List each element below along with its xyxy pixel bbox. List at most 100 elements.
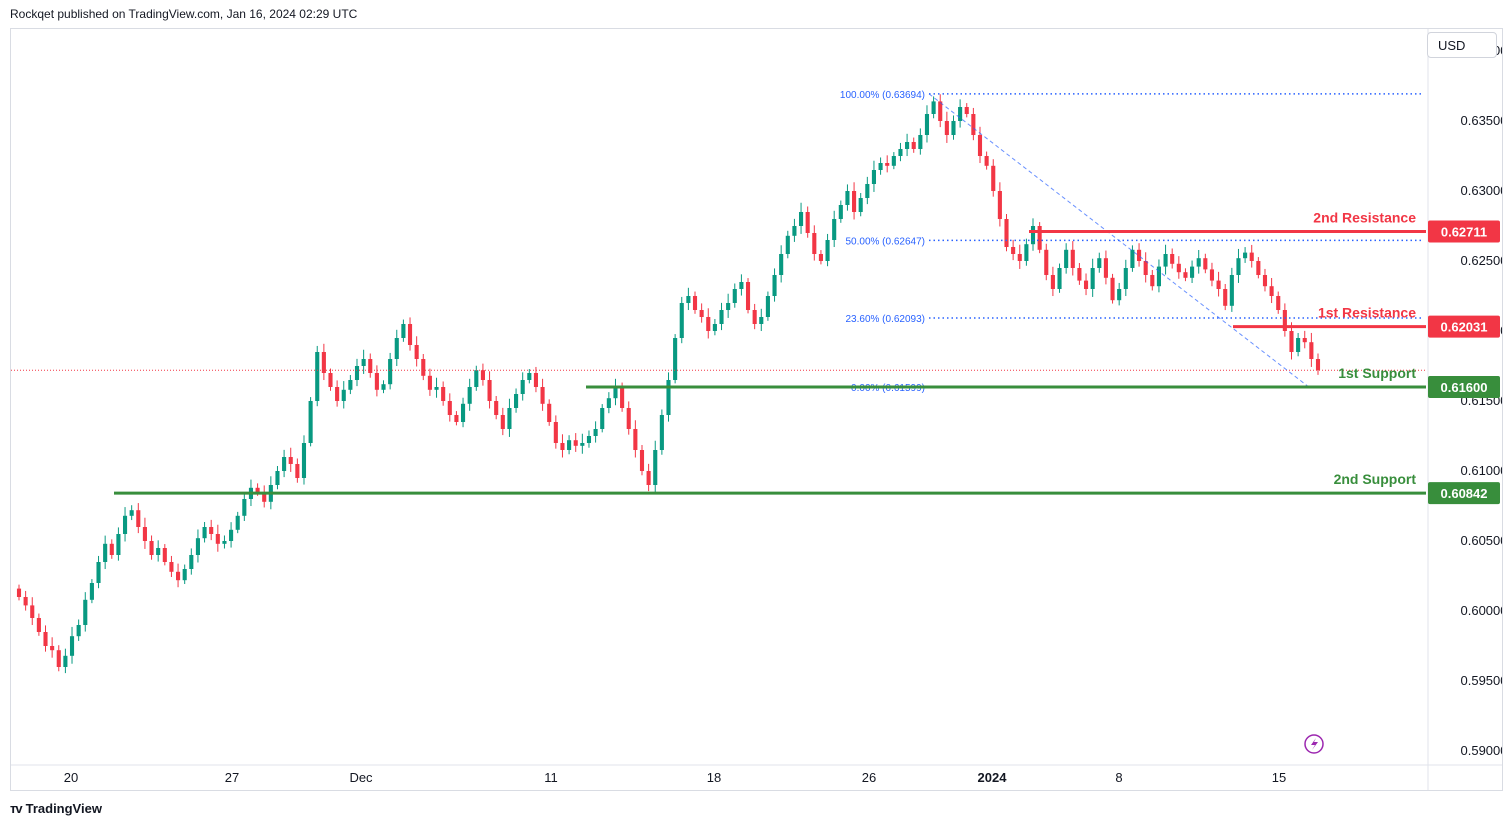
candle-body <box>1004 219 1009 247</box>
candle-body <box>1289 331 1294 352</box>
candle-body <box>315 352 320 401</box>
candle-body <box>30 605 35 618</box>
candlestick-chart[interactable]: 0.640000.635000.630000.625000.620000.615… <box>11 29 1502 790</box>
candle-body <box>394 338 399 359</box>
candle-body <box>865 184 870 198</box>
candle-body <box>540 387 545 404</box>
candle-body <box>103 543 108 562</box>
candle-body <box>441 387 446 401</box>
candle-body <box>845 191 850 205</box>
candle-body <box>586 436 592 443</box>
candle-body <box>454 415 459 422</box>
candle-body <box>209 527 214 534</box>
candle-body <box>1156 266 1161 287</box>
candle-body <box>1137 249 1142 261</box>
candle-body <box>1037 226 1042 250</box>
brand-name: TradingView <box>25 801 102 816</box>
candle-body <box>288 457 293 464</box>
candle-body <box>944 121 949 135</box>
candle-body <box>176 571 181 581</box>
candle-body <box>1011 247 1016 254</box>
time-tick-label: 2024 <box>978 770 1008 785</box>
candle-body <box>129 510 134 516</box>
price-badge-label: 0.61600 <box>1441 380 1488 395</box>
chart-panel[interactable]: 0.640000.635000.630000.625000.620000.615… <box>10 28 1503 791</box>
fib-level-label: 50.00% (0.62647) <box>845 236 925 247</box>
currency-selector[interactable]: USD <box>1427 32 1497 58</box>
candle-body <box>964 107 969 114</box>
candle-body <box>89 583 94 600</box>
candle-body <box>633 429 638 450</box>
candle-body <box>878 163 883 170</box>
candle-body <box>692 296 698 310</box>
candle-body <box>1123 268 1128 289</box>
candle-body <box>434 387 439 390</box>
candle-body <box>142 527 147 541</box>
candle-body <box>1236 258 1241 275</box>
candle-body <box>852 191 857 212</box>
candle-body <box>162 548 167 562</box>
candle-body <box>1024 244 1029 261</box>
candle-body <box>1050 275 1055 289</box>
candle-body <box>136 510 141 527</box>
candle-body <box>308 401 313 443</box>
candle-body <box>1203 258 1208 270</box>
candle-body <box>109 543 114 555</box>
candle-body <box>474 370 479 387</box>
candle-body <box>639 450 645 471</box>
candle-body <box>977 135 983 156</box>
candle-body <box>149 541 154 555</box>
candle-body <box>447 401 452 415</box>
time-tick-label: 8 <box>1115 770 1122 785</box>
candle-body <box>798 212 804 226</box>
candle-body <box>1150 275 1155 287</box>
candle-body <box>686 296 691 303</box>
candle-body <box>659 415 664 450</box>
candle-body <box>69 636 75 656</box>
candle-body <box>871 170 877 184</box>
candle-body <box>414 345 419 359</box>
candle-body <box>407 324 413 345</box>
candle-body <box>547 403 552 422</box>
fib-level-label: 23.60% (0.62093) <box>845 314 925 325</box>
candle-body <box>792 226 797 236</box>
time-tick-label: 27 <box>225 770 239 785</box>
candle-body <box>706 317 711 331</box>
time-tick-label: 26 <box>862 770 876 785</box>
candle-body <box>1077 268 1082 281</box>
candle-body <box>96 562 101 583</box>
price-badge <box>1428 482 1500 505</box>
candle-body <box>600 408 605 429</box>
candle-body <box>348 380 353 390</box>
candle-body <box>765 296 770 317</box>
price-badge-label: 0.60842 <box>1441 486 1488 501</box>
candle-body <box>924 114 930 135</box>
time-tick-label: 20 <box>64 770 78 785</box>
candle-body <box>222 541 227 544</box>
candle-body <box>1223 289 1228 306</box>
candle-body <box>1282 310 1287 331</box>
candle-body <box>1209 269 1215 281</box>
candle-body <box>514 394 519 408</box>
candle-body <box>235 515 240 530</box>
level-name-label: 1st Support <box>1338 365 1416 381</box>
candle-body <box>958 107 963 121</box>
level-name-label: 2nd Resistance <box>1313 209 1416 225</box>
candle-body <box>229 529 234 541</box>
candle-body <box>1064 249 1069 268</box>
time-tick-label: 15 <box>1272 770 1286 785</box>
tradingview-footer[interactable]: ᴛᴠ TradingView <box>10 801 102 816</box>
candle-body <box>116 534 121 555</box>
candle-body <box>613 387 618 399</box>
price-badge-label: 0.62711 <box>1441 224 1487 239</box>
candle-body <box>480 370 485 380</box>
level-name-label: 2nd Support <box>1334 471 1417 487</box>
candle-body <box>931 101 936 114</box>
candle-body <box>255 487 260 492</box>
candle-body <box>732 289 737 303</box>
candle-body <box>36 618 41 632</box>
candle-body <box>573 440 578 446</box>
